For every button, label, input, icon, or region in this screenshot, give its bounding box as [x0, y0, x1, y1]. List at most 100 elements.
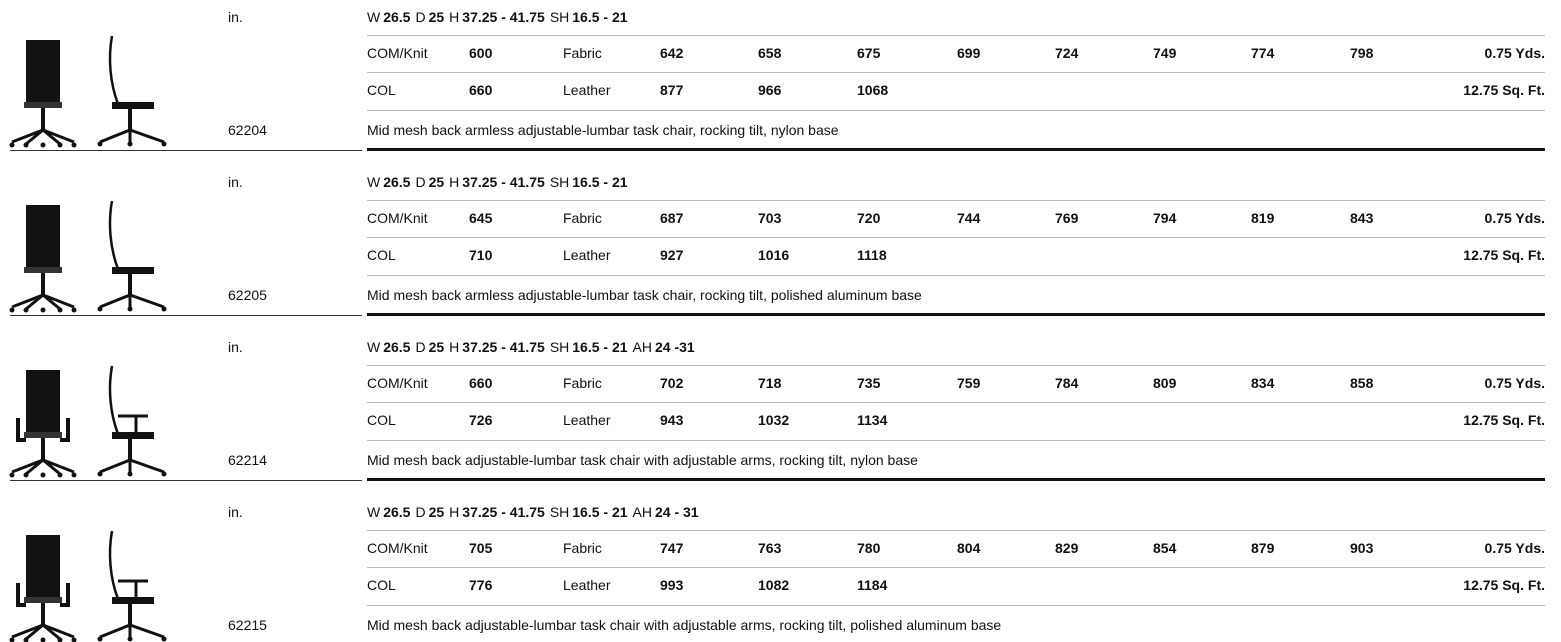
- material: Fabric: [563, 540, 602, 556]
- dim-label: SH: [549, 504, 570, 520]
- price: 903: [1350, 540, 1374, 556]
- price: 710: [469, 247, 493, 263]
- unit: in.: [228, 339, 243, 355]
- material: Leather: [563, 577, 611, 593]
- section-rule: [367, 313, 1545, 316]
- row-divider: [367, 365, 1545, 366]
- dim-label: H: [449, 504, 460, 520]
- row-divider: [367, 275, 1545, 276]
- grade: COM/Knit: [367, 210, 428, 226]
- price: 703: [758, 210, 782, 226]
- price: 1068: [857, 82, 889, 98]
- model-number: 62215: [228, 617, 267, 633]
- image-rule: [10, 150, 362, 151]
- row-divider: [367, 530, 1545, 531]
- dim-label: D: [415, 504, 426, 520]
- dim-value: 24 - 31: [654, 504, 699, 520]
- dimensions: W 26.5 D 25 H 37.25 - 41.75 SH 16.5 - 21: [367, 8, 628, 26]
- dim-value: 37.25 - 41.75: [462, 504, 545, 520]
- price: 658: [758, 45, 782, 61]
- dim-label: H: [449, 174, 460, 190]
- row-divider: [367, 35, 1545, 36]
- dim-value: 25: [428, 504, 445, 520]
- dim-value: 26.5: [383, 339, 411, 355]
- dim-label: D: [415, 174, 426, 190]
- quantity: 0.75 Yds.: [1484, 375, 1545, 391]
- dimensions: W 26.5 D 25 H 37.25 - 41.75 SH 16.5 - 21 AH 24 -3…: [367, 338, 695, 356]
- price: 1082: [758, 577, 790, 593]
- dimensions: W 26.5 D 25 H 37.25 - 41.75 SH 16.5 - 21 AH 24 - …: [367, 503, 699, 521]
- row-divider: [367, 440, 1545, 441]
- price: 726: [469, 412, 493, 428]
- dim-value: 16.5 - 21: [572, 174, 628, 190]
- dim-value: 37.25 - 41.75: [462, 339, 545, 355]
- price: 943: [660, 412, 684, 428]
- dim-value: 26.5: [383, 174, 411, 190]
- unit: in.: [228, 504, 243, 520]
- price: 834: [1251, 375, 1275, 391]
- grade: COM/Knit: [367, 45, 428, 61]
- dim-label: SH: [549, 174, 570, 190]
- dim-value: 37.25 - 41.75: [462, 174, 545, 190]
- price: 763: [758, 540, 782, 556]
- material: Leather: [563, 247, 611, 263]
- dim-value: 26.5: [383, 9, 411, 25]
- grade: COL: [367, 577, 396, 593]
- dim-label: W: [367, 9, 381, 25]
- quantity: 12.75 Sq. Ft.: [1463, 247, 1545, 263]
- price: 1134: [857, 412, 888, 428]
- price: 993: [660, 577, 684, 593]
- dim-value: 25: [428, 9, 445, 25]
- price: 705: [469, 540, 493, 556]
- price: 600: [469, 45, 493, 61]
- price: 794: [1153, 210, 1177, 226]
- description: Mid mesh back armless adjustable-lumbar …: [367, 287, 922, 303]
- quantity: 12.75 Sq. Ft.: [1463, 82, 1545, 98]
- price: 843: [1350, 210, 1374, 226]
- price: 702: [660, 375, 684, 391]
- quantity: 0.75 Yds.: [1484, 45, 1545, 61]
- price: 660: [469, 82, 493, 98]
- image-rule: [10, 480, 362, 481]
- price: 879: [1251, 540, 1275, 556]
- grade: COL: [367, 247, 396, 263]
- price: 720: [857, 210, 881, 226]
- price: 854: [1153, 540, 1177, 556]
- price: 798: [1350, 45, 1374, 61]
- dim-label: H: [449, 9, 460, 25]
- dimensions: W 26.5 D 25 H 37.25 - 41.75 SH 16.5 - 21: [367, 173, 628, 191]
- price: 769: [1055, 210, 1079, 226]
- material: Fabric: [563, 45, 602, 61]
- price: 675: [857, 45, 881, 61]
- description: Mid mesh back adjustable-lumbar task cha…: [367, 617, 1002, 633]
- row-divider: [367, 110, 1545, 111]
- price: 660: [469, 375, 493, 391]
- dim-value: 16.5 - 21: [572, 339, 628, 355]
- quantity: 0.75 Yds.: [1484, 210, 1545, 226]
- row-divider: [367, 72, 1545, 73]
- dim-value: 24 -31: [654, 339, 695, 355]
- dim-value: 16.5 - 21: [572, 504, 628, 520]
- image-rule: [10, 315, 362, 316]
- description: Mid mesh back adjustable-lumbar task cha…: [367, 452, 918, 468]
- price: 804: [957, 540, 981, 556]
- price: 735: [857, 375, 881, 391]
- price: 1032: [758, 412, 790, 428]
- grade: COM/Knit: [367, 540, 428, 556]
- dim-label: W: [367, 174, 381, 190]
- price: 749: [1153, 45, 1177, 61]
- material: Leather: [563, 82, 611, 98]
- section-rule: [367, 478, 1545, 481]
- price: 1016: [758, 247, 790, 263]
- material: Leather: [563, 412, 611, 428]
- grade: COL: [367, 82, 396, 98]
- material: Fabric: [563, 210, 602, 226]
- chair-illustration: [9, 35, 167, 148]
- price: 774: [1251, 45, 1275, 61]
- dim-value: 37.25 - 41.75: [462, 9, 545, 25]
- price: 1184: [857, 577, 888, 593]
- price: 780: [857, 540, 881, 556]
- row-divider: [367, 605, 1545, 606]
- price: 724: [1055, 45, 1079, 61]
